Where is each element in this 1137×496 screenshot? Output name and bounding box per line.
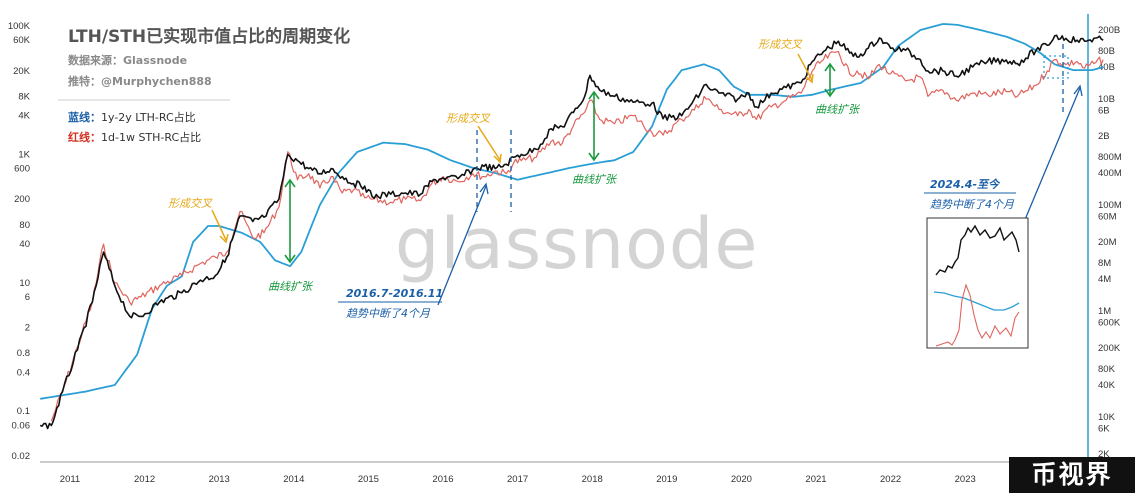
legend-red: 红线：1d-1w STH-RC占比 <box>68 130 201 144</box>
x-tick-label: 2023 <box>955 474 976 485</box>
y-left-tick-label: 8K <box>18 91 30 102</box>
y-right-tick-label: 6B <box>1098 106 1110 117</box>
x-tick-label: 2019 <box>656 474 677 485</box>
period1-text: 趋势中断了4个月 <box>346 307 431 320</box>
x-tick-label: 2013 <box>209 474 230 485</box>
logo: 币视界 <box>1009 457 1135 493</box>
x-tick-label: 2014 <box>283 474 304 485</box>
legend-blue: 蓝线：1y-2y LTH-RC占比 <box>68 110 196 124</box>
annotation-expand-2: 曲线扩张 <box>572 173 618 186</box>
y-left-tick-label: 2 <box>25 323 30 334</box>
annotation-cross-2: 形成交叉 <box>446 112 491 125</box>
x-tick-label: 2021 <box>805 474 826 485</box>
y-left-tick-label: 6 <box>25 292 30 303</box>
period2-arrowhead <box>1073 84 1083 97</box>
series-line-price <box>39 34 1104 430</box>
annotation-expand-3: 曲线扩张 <box>815 103 861 116</box>
arrow-cross-3 <box>797 53 813 81</box>
period2-title: 2024.4-至今 <box>930 178 1001 191</box>
x-tick-label: 2022 <box>880 474 901 485</box>
period2-text: 趋势中断了4个月 <box>930 198 1015 211</box>
y-right-tick-label: 20M <box>1098 237 1117 248</box>
arrowhead-cross-3 <box>805 73 814 84</box>
y-left-tick-label: 20K <box>13 66 31 77</box>
y-right-tick-label: 80B <box>1098 46 1115 57</box>
legend-red-label: 红线： <box>68 130 101 144</box>
x-tick-label: 2020 <box>731 474 752 485</box>
y-right-tick-label: 4M <box>1098 274 1111 285</box>
watermark: glassnode <box>395 203 758 285</box>
annotation-cross-1: 形成交叉 <box>168 197 213 210</box>
y-left-tick-label: 0.1 <box>17 406 30 417</box>
source-text: 数据来源：Glassnode <box>68 53 187 67</box>
y-left-tick-label: 10 <box>19 278 30 289</box>
y-right-tick-label: 2K <box>1098 449 1110 460</box>
arrowhead-cross-2 <box>493 153 502 164</box>
inset-blue-line <box>933 291 1020 311</box>
y-left-tick-label: 0.4 <box>17 367 30 378</box>
y-left-tick-label: 600 <box>14 164 30 175</box>
expand-arrowheads-2 <box>588 90 600 162</box>
twitter-text: 推特：@Murphychen888 <box>68 74 212 88</box>
x-tick-label: 2012 <box>134 474 155 485</box>
y-right-tick-label: 400M <box>1098 168 1122 179</box>
y-right-tick-label: 200B <box>1098 25 1120 36</box>
y-right-tick-label: 800M <box>1098 152 1122 163</box>
y-left-tick-label: 60K <box>13 35 31 46</box>
y-right-tick-label: 60M <box>1098 212 1117 223</box>
x-tick-label: 2018 <box>582 474 603 485</box>
y-left-tick-label: 80 <box>19 220 30 231</box>
y-right-tick-label: 6K <box>1098 424 1110 435</box>
y-left-tick-label: 0.02 <box>12 451 31 462</box>
y-left-tick-label: 0.8 <box>17 348 30 359</box>
inset-panel <box>926 217 1029 349</box>
y-left-tick-label: 1K <box>18 149 30 160</box>
series-group <box>39 23 1104 430</box>
legend-red-text: 1d-1w STH-RC占比 <box>101 130 201 144</box>
period1-arrow <box>437 185 487 306</box>
y-left-tick-label: 40 <box>19 239 30 250</box>
period2-arrow <box>1023 87 1081 223</box>
x-tick-label: 2016 <box>432 474 453 485</box>
left-tick-labels: 100K 60K 20K 8K 4K 1K 600 200 80 40 10 6 2 0.8 0.4 0.1 0… <box>8 21 31 462</box>
y-right-tick-label: 10K <box>1098 412 1116 423</box>
y-right-tick-label: 80K <box>1098 364 1116 375</box>
y-right-tick-label: 8M <box>1098 258 1111 269</box>
annotation-expand-1: 曲线扩张 <box>268 280 314 293</box>
y-right-tick-label: 200K <box>1098 343 1121 354</box>
annotation-cross-3: 形成交叉 <box>758 38 803 51</box>
inset-red-line <box>935 283 1020 347</box>
period1-title: 2016.7-2016.11 <box>346 287 443 300</box>
y-right-tick-label: 100M <box>1098 200 1122 211</box>
legend-blue-label: 蓝线： <box>68 110 101 124</box>
x-tick-label: 2017 <box>507 474 528 485</box>
y-left-tick-label: 200 <box>14 194 30 205</box>
period2-highlight-box <box>1043 55 1069 79</box>
period1-arrowhead <box>479 182 489 195</box>
y-left-tick-label: 0.06 <box>12 420 31 431</box>
inset-price-line <box>935 224 1020 276</box>
y-left-tick-label: 4K <box>18 111 30 122</box>
x-tick-label: 2015 <box>358 474 379 485</box>
y-right-tick-label: 10B <box>1098 94 1115 105</box>
x-tick-labels: 2011 2012 2013 2014 2015 2016 2017 2018 2019 2020… <box>60 474 976 485</box>
y-right-tick-label: 2B <box>1098 131 1110 142</box>
x-tick-label: 2011 <box>60 474 80 485</box>
expand-arrowheads-3 <box>824 62 836 98</box>
arrow-cross-2 <box>477 125 501 161</box>
y-right-tick-label: 600K <box>1098 318 1121 329</box>
y-left-tick-label: 100K <box>8 21 31 32</box>
legend-blue-text: 1y-2y LTH-RC占比 <box>101 110 196 124</box>
expand-arrowheads-1 <box>284 178 296 264</box>
y-right-tick-label: 40B <box>1098 62 1115 73</box>
arrow-cross-1 <box>211 209 227 241</box>
series-line-blue <box>40 23 1104 400</box>
arrowhead-cross-1 <box>219 233 229 244</box>
y-right-tick-label: 1M <box>1098 306 1111 317</box>
y-right-tick-label: 40K <box>1098 380 1116 391</box>
chart-title: LTH/STH已实现市值占比的周期变化 <box>68 26 350 47</box>
